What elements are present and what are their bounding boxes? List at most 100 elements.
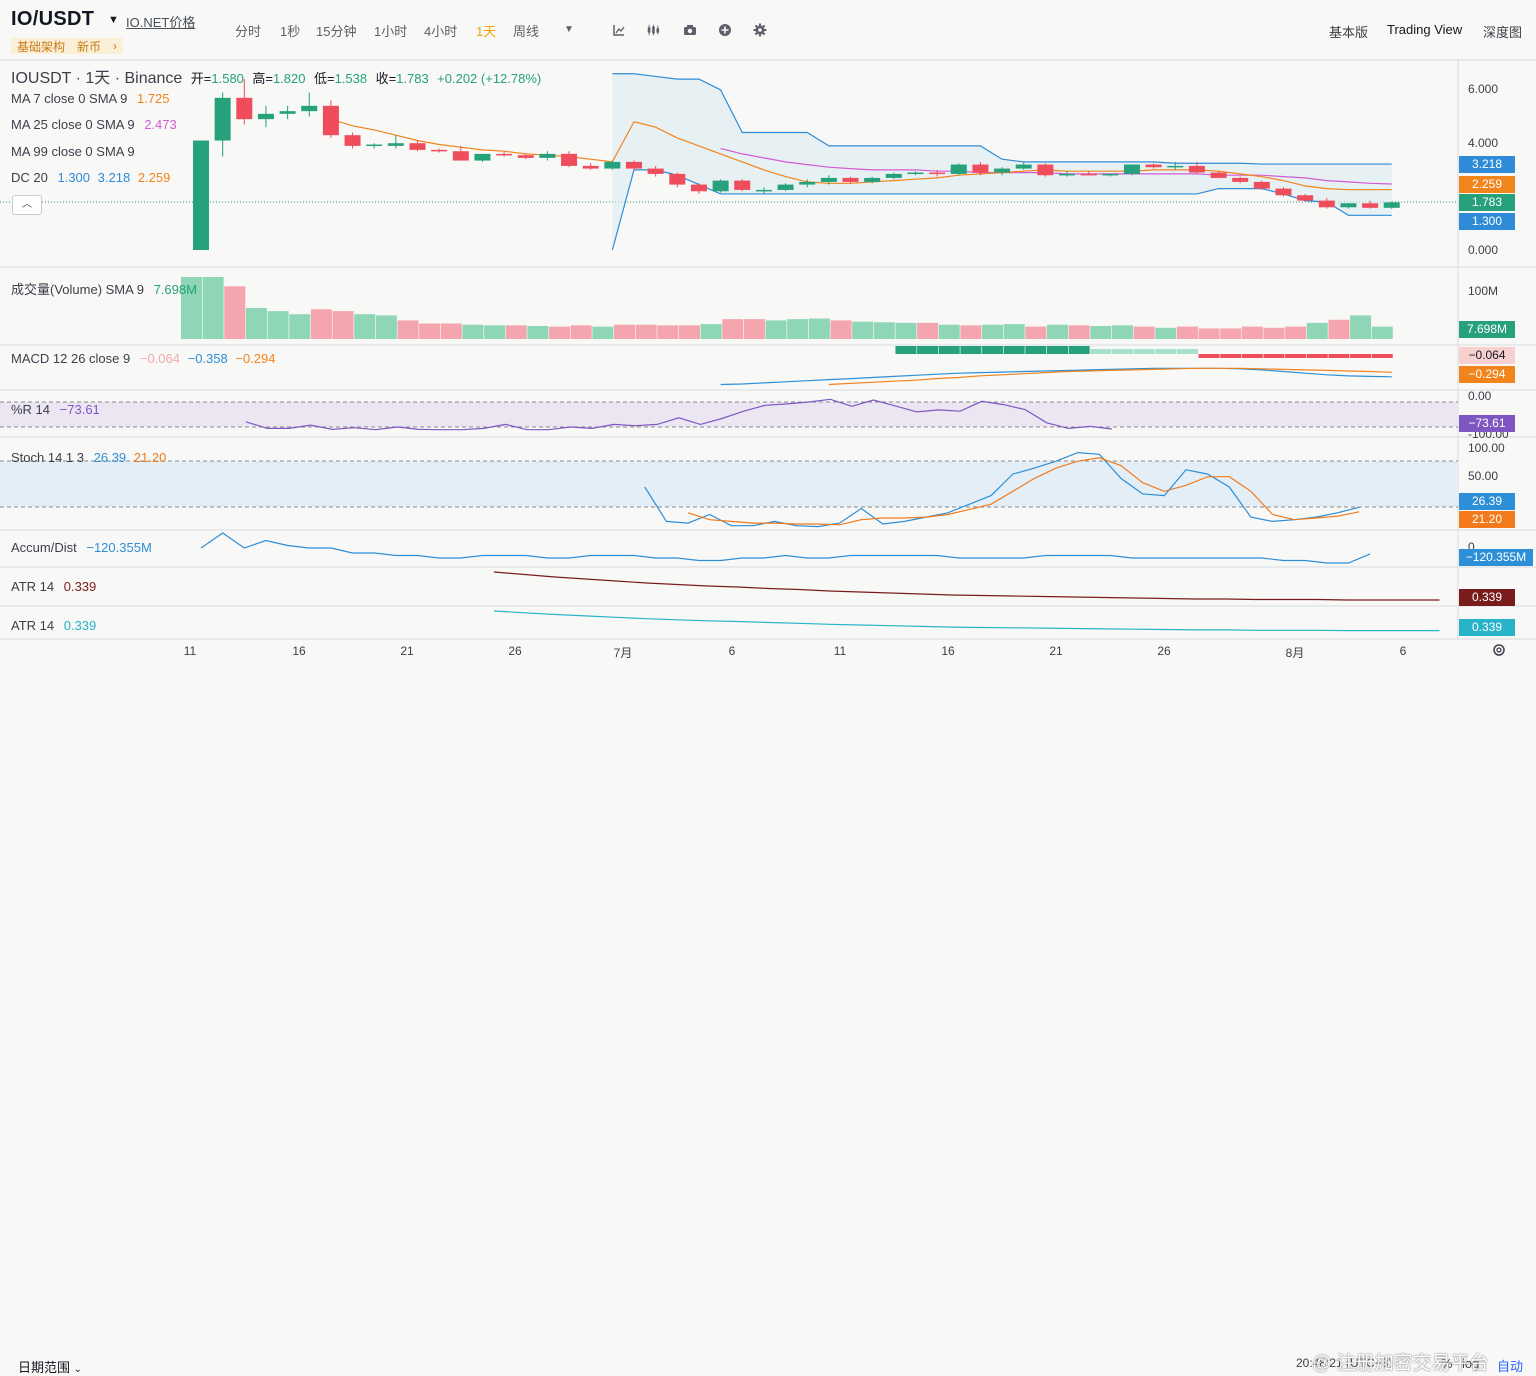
macd-value: −0.358 [187,351,228,366]
candle-body [561,153,578,166]
volume-bar [830,320,852,339]
stoch-k-badge: 26.39 [1459,493,1515,510]
atr2-name: ATR 14 [11,618,55,633]
interval-4h[interactable]: 4小时 [424,24,458,39]
x-tick: 6 [728,644,736,658]
volume-value: 7.698M [153,282,197,297]
ma99-name: MA 99 close 0 SMA 9 [11,144,135,159]
candle-body [1297,195,1314,201]
symbol-dropdown-icon[interactable]: ▼ [108,14,119,26]
legend-ma25[interactable]: MA 25 close 0 SMA 9 2.473 [11,117,177,132]
legend-stoch[interactable]: Stoch 14 1 3 26.39 21.20 [11,450,166,465]
more-intervals-icon[interactable]: ▼ [564,24,574,35]
interval-time[interactable]: 分时 [235,24,262,39]
candle-body [712,180,729,192]
legend-ad[interactable]: Accum/Dist −120.355M [11,540,152,555]
legend-open: 1.580 [211,71,244,86]
volume-bar [700,324,722,339]
macd-hist-badge: −0.064 [1459,347,1515,364]
tag-new[interactable]: 新币 [77,39,102,54]
legend-ma7[interactable]: MA 7 close 0 SMA 9 1.725 [11,91,170,106]
legend-wr[interactable]: %R 14 −73.61 [11,402,100,417]
candle-body [1318,200,1335,208]
candle-type-icon[interactable] [646,23,660,37]
atr2-value: 0.339 [63,618,97,633]
macd-hist-bar [1090,349,1112,354]
volume-bar [852,321,874,339]
candle-body [1232,177,1249,182]
volume-tick: 100M [1468,284,1499,298]
dc-upper-badge: 3.218 [1459,156,1515,173]
collapse-legend-button[interactable]: ︿ [12,195,42,215]
candle-body [885,173,902,178]
macd-hist-bar [917,346,939,354]
legend-atr1[interactable]: ATR 14 0.339 [11,579,96,594]
legend-volume[interactable]: 成交量(Volume) SMA 9 7.698M [11,279,197,298]
chart-settings-icon[interactable] [1491,642,1507,658]
auto-toggle[interactable]: 自动 [1497,1359,1524,1374]
stoch-d-badge: 21.20 [1459,511,1515,528]
macd-hist-bar [1285,354,1307,358]
volume-bar [224,286,246,339]
candle-body [1210,172,1227,178]
view-tradingview[interactable]: Trading View [1387,22,1463,37]
candle-body [994,168,1011,173]
chart-canvas[interactable] [0,0,1536,704]
interval-1d[interactable]: 1天 [476,24,497,39]
legend-open-label: 开= [190,71,212,86]
dc-lower-value: 1.300 [57,170,91,185]
tag-infra[interactable]: 基础架构 [17,39,66,54]
interval-1s[interactable]: 1秒 [280,24,301,39]
interval-1h[interactable]: 1小时 [374,24,408,39]
stoch-k-value: 26.39 [93,450,127,465]
chevron-right-icon[interactable]: › [113,39,118,53]
wr-badge: −73.61 [1459,415,1515,432]
ma25-name: MA 25 close 0 SMA 9 [11,117,135,132]
legend-macd[interactable]: MACD 12 26 close 9 −0.064 −0.358 −0.294 [11,351,275,366]
candle-body [496,153,513,156]
macd-hist-bar [1111,349,1133,354]
legend-ma99[interactable]: MA 99 close 0 SMA 9 [11,144,135,159]
volume-bar [462,324,484,339]
candle-body [604,161,621,169]
volume-bar [1176,326,1198,339]
interval-15m[interactable]: 15分钟 [316,24,357,39]
candle-body [972,164,989,173]
candle-body [799,181,816,185]
wr-value: −73.61 [59,402,100,417]
date-range-label: 日期范围 [18,1360,71,1375]
legend-dc[interactable]: DC 20 1.300 3.218 2.259 [11,170,170,185]
symbol-title[interactable]: IO/USDT [11,8,95,30]
macd-hist-bar [1371,354,1393,358]
legend-atr2[interactable]: ATR 14 0.339 [11,618,96,633]
line-tool-icon[interactable] [612,23,626,37]
settings-gear-icon[interactable] [753,23,767,37]
close-price-badge: 1.783 [1459,194,1515,211]
ma25-line [720,147,1392,185]
view-basic[interactable]: 基本版 [1329,25,1369,40]
candle-body [517,155,534,158]
dc-name: DC 20 [11,170,48,185]
volume-bar [678,325,700,339]
volume-bar [960,325,982,339]
candles [193,79,1400,250]
view-depth[interactable]: 深度图 [1483,25,1523,40]
date-range-button[interactable]: 日期范围 ⌄ [18,1357,82,1376]
candle-body [322,105,339,136]
volume-bar [787,319,809,339]
macd-hist-bar [1047,346,1068,354]
macd-hist-bar [960,346,982,354]
candle-body [366,144,383,147]
volume-bar [1198,328,1220,339]
interval-week[interactable]: 周线 [513,24,540,39]
price-link[interactable]: IO.NET价格 [126,15,196,30]
macd-hist-bar [1220,354,1242,358]
ma7-value: 1.725 [136,91,170,106]
legend-close-label: 收= [375,71,397,86]
add-indicator-icon[interactable] [718,23,732,37]
volume-bar [635,324,657,339]
volume-bar [808,318,830,339]
volume-bar [765,320,787,339]
camera-icon[interactable] [683,23,697,37]
wr-band [0,402,1458,427]
